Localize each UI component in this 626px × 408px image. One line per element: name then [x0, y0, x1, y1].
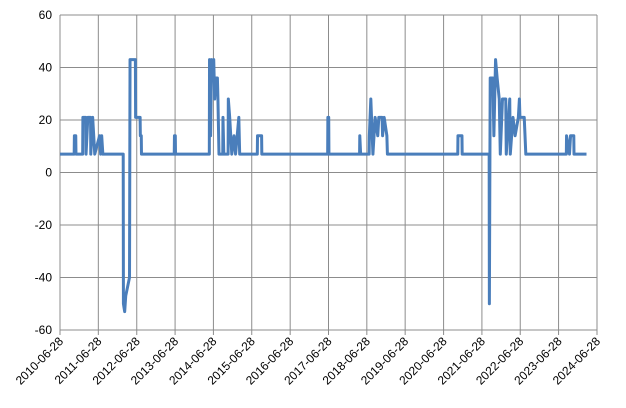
- data-line: [60, 58, 587, 314]
- y-tick-label: -40: [35, 271, 53, 285]
- y-tick-label: -60: [35, 323, 53, 337]
- y-tick-label: 60: [39, 8, 53, 22]
- y-tick-label: 0: [45, 166, 52, 180]
- y-tick-label: -20: [35, 218, 53, 232]
- y-tick-label: 40: [39, 61, 53, 75]
- y-tick-label: 20: [39, 113, 53, 127]
